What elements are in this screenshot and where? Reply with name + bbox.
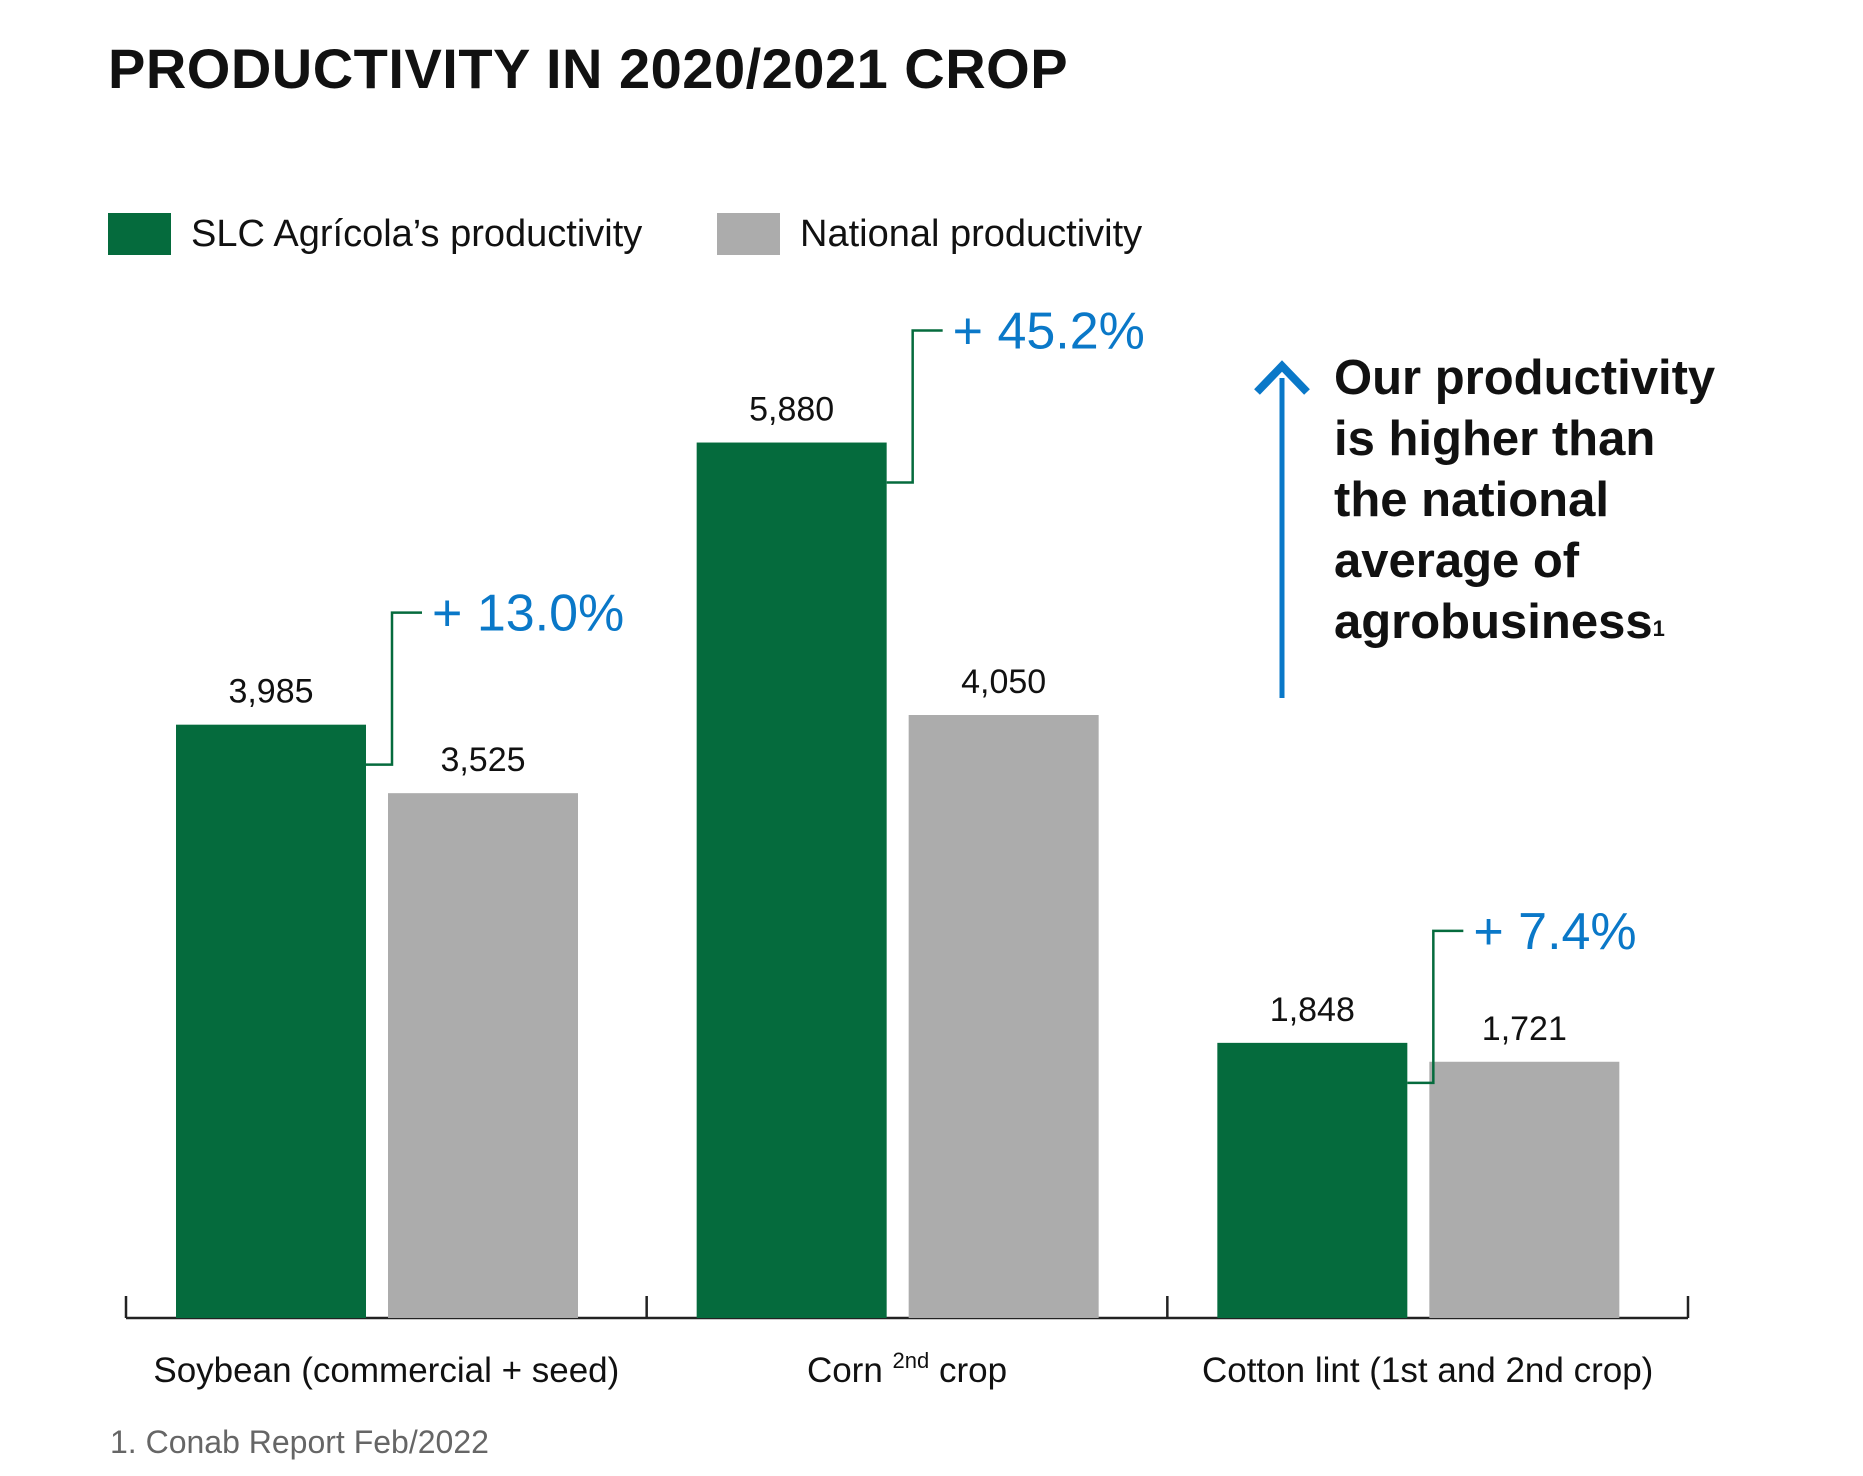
annotation-line-2: is higher than xyxy=(1334,412,1656,466)
value-label-national: 4,050 xyxy=(961,663,1046,701)
chart-title: PRODUCTIVITY IN 2020/2021 CROP xyxy=(108,37,1069,100)
legend-label-slc: SLC Agrícola’s productivity xyxy=(191,212,643,255)
legend-label-national: National productivity xyxy=(800,212,1143,255)
bar-slc xyxy=(696,442,887,1318)
difference-label: + 7.4% xyxy=(1473,903,1636,961)
legend-item-national: National productivity xyxy=(717,212,1142,256)
value-label-slc: 1,848 xyxy=(1270,991,1355,1029)
bar-slc xyxy=(1217,1042,1408,1318)
bar-slc xyxy=(176,724,366,1318)
value-label-slc: 5,880 xyxy=(749,391,834,429)
value-label-national: 3,525 xyxy=(440,741,525,779)
difference-connector xyxy=(366,611,422,766)
legend-item-slc: SLC Agrícola’s productivity xyxy=(108,212,642,256)
annotation-line-3: the national xyxy=(1334,473,1609,527)
annotation-line-1: Our productivity xyxy=(1334,351,1716,405)
legend-swatch-national xyxy=(717,213,780,255)
up-arrow-head xyxy=(1254,360,1310,395)
difference-connector xyxy=(1407,929,1464,1085)
productivity-annotation: Our productivity is higher than the nati… xyxy=(1334,348,1754,653)
difference-label: + 45.2% xyxy=(953,303,1145,361)
category-label: Cotton lint (1st and 2nd crop) xyxy=(1202,1351,1653,1390)
annotation-line-5: agrobusiness xyxy=(1334,595,1653,649)
bar-national xyxy=(1429,1061,1620,1318)
difference-label: + 13.0% xyxy=(432,585,624,643)
annotation-footnote-mark: 1 xyxy=(1652,616,1665,641)
category-label: Corn 2nd crop xyxy=(807,1348,1007,1390)
annotation-line-4: average of xyxy=(1334,534,1580,588)
bar-national xyxy=(388,793,578,1318)
value-label-national: 1,721 xyxy=(1482,1010,1567,1048)
footnote: 1. Conab Report Feb/2022 xyxy=(110,1424,489,1460)
value-label-slc: 3,985 xyxy=(228,673,313,711)
legend-swatch-slc xyxy=(108,213,171,255)
bar-national xyxy=(908,715,1099,1318)
category-label: Soybean (commercial + seed) xyxy=(153,1351,619,1390)
difference-connector xyxy=(886,329,943,484)
